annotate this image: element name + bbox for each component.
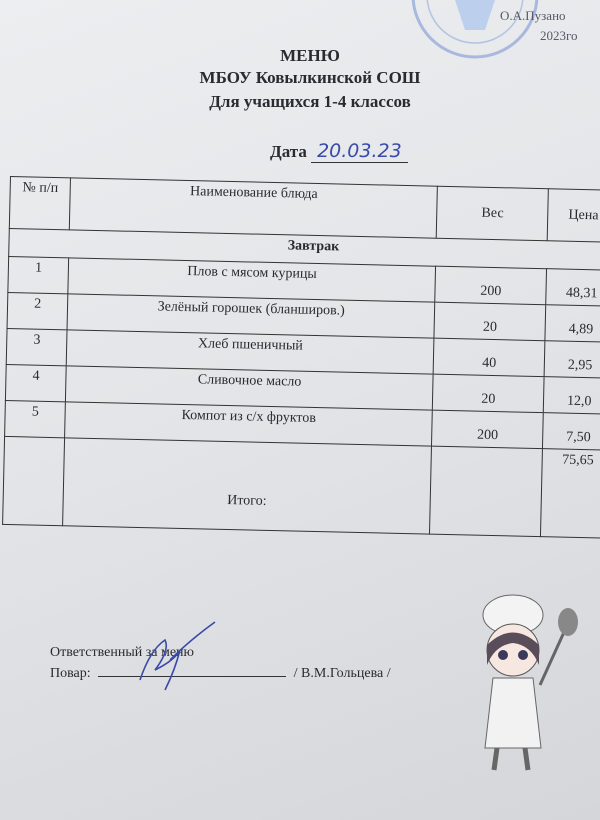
date-line: Дата 20.03.23 — [270, 140, 408, 163]
audience: Для учащихся 1-4 классов — [209, 92, 411, 111]
row-number: 5 — [4, 400, 66, 438]
col-name: Наименование блюда — [69, 177, 438, 239]
total-value: 75,65 — [540, 448, 600, 539]
signature-line — [98, 676, 287, 677]
responsible-label: Ответственный за меню — [50, 645, 194, 660]
chef-illustration — [482, 594, 578, 771]
row-weight: 200 — [434, 266, 548, 305]
row-price: 4,89 — [545, 304, 600, 343]
cook-line: Повар: / В.М.Гольцева / — [50, 666, 391, 682]
menu-table: № п/п Наименование блюда Вес Цена Завтра… — [2, 176, 600, 539]
total-row: Итого: 75,65 — [2, 436, 600, 539]
stamp-seal — [411, 0, 539, 59]
row-number: 4 — [5, 364, 67, 402]
date-value: 20.03.23 — [311, 140, 408, 163]
col-weight: Вес — [436, 186, 549, 241]
approver-name: О.А.Пузано — [500, 8, 566, 23]
row-number: 2 — [7, 292, 69, 330]
row-weight: 20 — [432, 374, 545, 413]
row-price: 2,95 — [544, 340, 600, 379]
col-price: Цена — [547, 188, 600, 243]
approval-year: 2023го — [540, 28, 578, 43]
doc-title: МЕНЮ — [280, 46, 340, 65]
row-weight: 200 — [431, 410, 544, 449]
total-label: Итого: — [62, 437, 432, 535]
row-price: 7,50 — [542, 412, 600, 451]
row-price: 48,31 — [546, 268, 600, 307]
school-name: МБОУ Ковылкинской СОШ — [199, 68, 421, 87]
cook-label: Повар: — [50, 666, 91, 681]
row-price: 12,0 — [543, 376, 600, 415]
date-label: Дата — [270, 142, 307, 161]
cook-name: / В.М.Гольцева / — [293, 666, 391, 681]
handwritten-signature — [139, 621, 216, 691]
row-number: 3 — [6, 328, 68, 366]
col-number: № п/п — [9, 176, 71, 230]
row-weight: 20 — [434, 302, 547, 341]
row-number: 1 — [7, 256, 69, 294]
row-weight: 40 — [433, 338, 546, 377]
